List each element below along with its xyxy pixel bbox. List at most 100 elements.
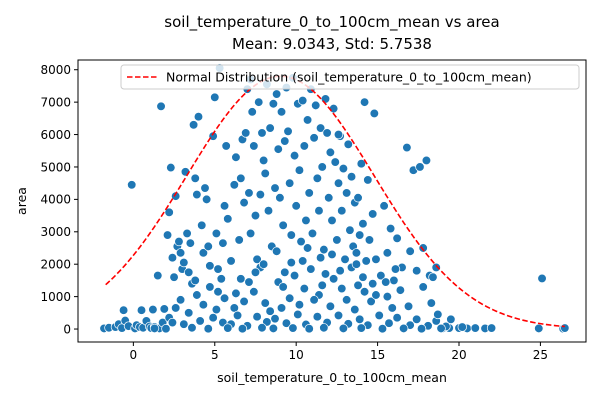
scatter-point bbox=[332, 235, 342, 245]
scatter-point bbox=[278, 220, 288, 230]
y-tick-label: 5000 bbox=[40, 160, 71, 174]
scatter-point bbox=[257, 323, 267, 333]
scatter-point bbox=[433, 309, 443, 320]
scatter-point bbox=[231, 152, 241, 162]
scatter-point bbox=[418, 243, 428, 253]
scatter-point bbox=[174, 236, 184, 247]
scatter-points bbox=[99, 63, 570, 334]
scatter-point bbox=[265, 306, 275, 316]
scatter-point bbox=[325, 301, 336, 311]
scatter-point bbox=[280, 267, 290, 277]
scatter-point bbox=[374, 310, 384, 321]
scatter-point bbox=[356, 323, 366, 333]
scatter-point bbox=[293, 309, 303, 320]
scatter-point bbox=[205, 261, 215, 271]
scatter-point bbox=[192, 290, 202, 300]
scatter-point bbox=[148, 304, 158, 315]
scatter-point bbox=[136, 305, 147, 315]
scatter-point bbox=[405, 246, 415, 256]
scatter-point bbox=[260, 298, 270, 308]
scatter-point bbox=[421, 155, 432, 166]
scatter-point bbox=[320, 94, 331, 104]
scatter-point bbox=[333, 178, 344, 188]
scatter-point bbox=[250, 210, 261, 221]
legend: Normal Distribution (soil_temperature_0_… bbox=[120, 64, 580, 90]
scatter-point bbox=[319, 323, 329, 333]
scatter-point bbox=[389, 275, 399, 286]
scatter-point bbox=[398, 323, 409, 334]
scatter-point bbox=[213, 287, 223, 297]
scatter-point bbox=[416, 324, 427, 334]
scatter-point bbox=[298, 256, 308, 266]
scatter-point bbox=[167, 253, 178, 263]
scatter-point bbox=[245, 228, 256, 239]
scatter-point bbox=[231, 288, 241, 299]
scatter-point bbox=[232, 310, 243, 321]
scatter-point bbox=[371, 254, 381, 264]
scatter-point bbox=[239, 296, 249, 307]
scatter-point bbox=[356, 159, 366, 169]
scatter-point bbox=[188, 120, 199, 130]
scatter-point bbox=[200, 183, 210, 193]
scatter-point bbox=[171, 191, 181, 201]
scatter-point bbox=[153, 270, 163, 281]
scatter-point bbox=[379, 201, 389, 211]
scatter-point bbox=[368, 209, 378, 219]
scatter-point bbox=[187, 323, 197, 333]
y-tick-label: 2000 bbox=[40, 258, 71, 272]
scatter-point bbox=[285, 293, 295, 303]
scatter-point bbox=[265, 123, 275, 133]
scatter-point bbox=[312, 173, 323, 183]
scatter-point bbox=[159, 304, 169, 314]
scatter-point bbox=[271, 246, 282, 256]
scatter-point bbox=[302, 115, 313, 125]
scatter-point bbox=[328, 103, 339, 114]
scatter-point bbox=[328, 274, 339, 284]
scatter-point bbox=[486, 323, 497, 333]
scatter-point bbox=[268, 323, 279, 334]
y-axis-label: area bbox=[14, 187, 29, 215]
scatter-point bbox=[298, 95, 308, 106]
scatter-point bbox=[294, 300, 305, 310]
scatter-point bbox=[268, 99, 279, 109]
scatter-point bbox=[358, 272, 368, 282]
scatter-point bbox=[315, 123, 326, 133]
scatter-point bbox=[342, 295, 352, 305]
scatter-point bbox=[161, 324, 171, 334]
scatter-point bbox=[436, 323, 446, 334]
scatter-point bbox=[306, 264, 316, 274]
x-axis-label: soil_temperature_0_to_100cm_mean bbox=[217, 370, 447, 385]
scatter-point bbox=[247, 107, 257, 117]
scatter-point bbox=[156, 101, 166, 111]
scatter-point bbox=[205, 282, 215, 292]
scatter-point bbox=[226, 256, 236, 266]
chart-subtitle: Mean: 9.0343, Std: 5.7538 bbox=[232, 35, 432, 53]
scatter-point bbox=[361, 256, 371, 266]
scatter-point bbox=[309, 133, 319, 143]
scatter-point bbox=[327, 215, 337, 226]
scatter-point bbox=[412, 314, 422, 324]
scatter-point bbox=[363, 175, 373, 185]
scatter-point bbox=[223, 214, 233, 224]
scatter-point bbox=[340, 254, 350, 264]
scatter-point bbox=[236, 173, 246, 183]
scatter-point bbox=[190, 173, 200, 183]
scatter-point bbox=[403, 301, 414, 311]
y-axis-ticks: 0 1000 2000 3000 4000 5000 6000 7000 8000 bbox=[40, 63, 78, 336]
scatter-point bbox=[164, 207, 174, 217]
chart-title: soil_temperature_0_to_100cm_mean vs area bbox=[164, 13, 499, 32]
scatter-point bbox=[366, 296, 376, 307]
scatter-point bbox=[118, 305, 129, 315]
scatter-point bbox=[368, 279, 378, 289]
scatter-point bbox=[470, 323, 480, 333]
scatter-point bbox=[182, 228, 192, 239]
scatter-point bbox=[402, 142, 412, 153]
scatter-point bbox=[273, 144, 283, 154]
scatter-point bbox=[275, 193, 285, 203]
scatter-point bbox=[418, 282, 428, 292]
scatter-point bbox=[351, 248, 362, 258]
scatter-point bbox=[281, 318, 292, 328]
scatter-point bbox=[355, 230, 365, 240]
scatter-point bbox=[223, 323, 233, 333]
plot-frame bbox=[77, 59, 587, 343]
